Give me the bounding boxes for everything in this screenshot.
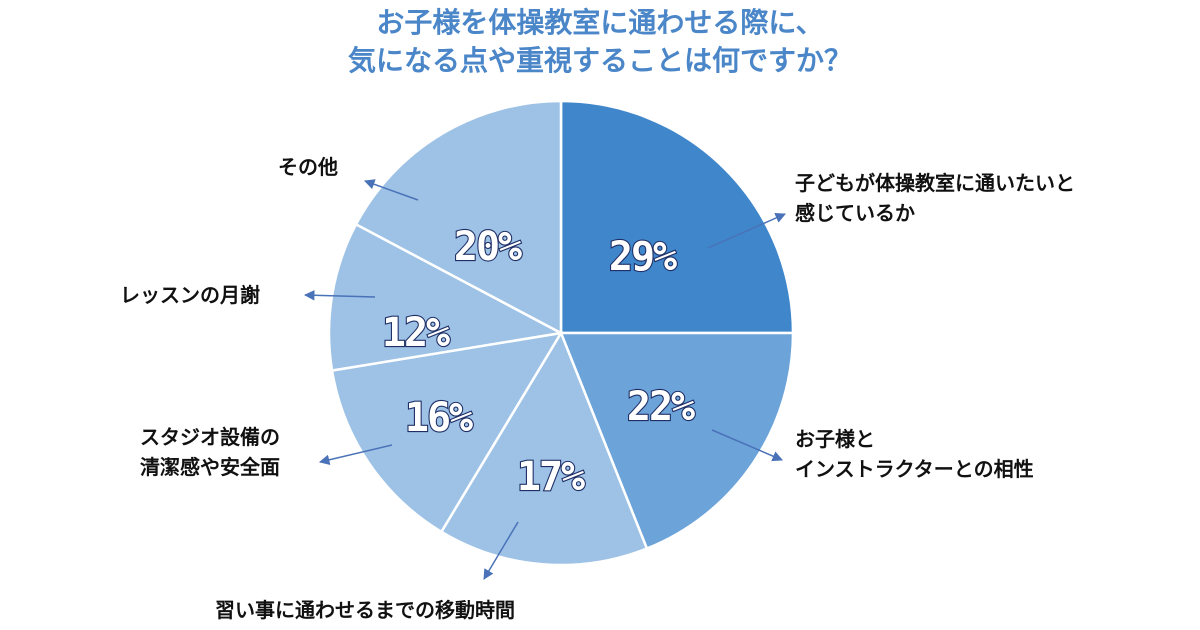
chart-title: お子様を体操教室に通わせる際に、 気になる点や重視することは何ですか？: [0, 4, 1200, 80]
category-labels-layer: 子どもが体操教室に通いたいと感じているかお子様とインストラクターとの相性習い事に…: [120, 155, 1075, 622]
slice-category-label-6: その他: [278, 155, 338, 179]
pie-slice-1: [559, 99, 795, 335]
slices-layer: [327, 99, 795, 567]
pie-slice-4: [330, 331, 564, 534]
slice-value-label-2: 22%: [627, 384, 695, 430]
slice-value-label-1: 29%: [609, 234, 677, 280]
callout-arrow-1: [707, 213, 786, 249]
callout-arrows-layer: [303, 179, 786, 580]
slice-value-label-3: 17%: [517, 454, 585, 500]
callout-arrow-5: [303, 290, 376, 301]
slice-value-label-4: 16%: [405, 395, 473, 441]
callout-arrow-3: [483, 521, 519, 580]
pie-slice-2: [559, 331, 795, 551]
slice-category-label-4: スタジオ設備の清潔感や安全面: [140, 425, 280, 479]
pie-slice-3: [439, 330, 649, 567]
slice-value-label-6: 20%: [454, 224, 522, 270]
slice-category-label-5: レッスンの月謝: [120, 283, 260, 307]
slice-value-label-5: 12%: [382, 310, 450, 356]
slice-category-label-1: 子どもが体操教室に通いたいと感じているか: [795, 171, 1075, 225]
callout-arrow-2: [711, 429, 783, 462]
chart-title-line-1: お子様を体操教室に通わせる際に、: [376, 6, 824, 39]
slice-category-label-3: 習い事に通わせるまでの移動時間: [215, 598, 515, 622]
pie-slice-6: [354, 99, 563, 336]
chart-title-line-2: 気になる点や重視することは何ですか？: [347, 44, 852, 77]
callout-arrow-6: [364, 179, 419, 201]
slice-category-label-2: お子様とインストラクターとの相性: [795, 427, 1034, 481]
value-labels-layer: 29% 22% 17% 16% 12%20%: [381, 223, 698, 501]
callout-arrow-4: [318, 444, 393, 465]
